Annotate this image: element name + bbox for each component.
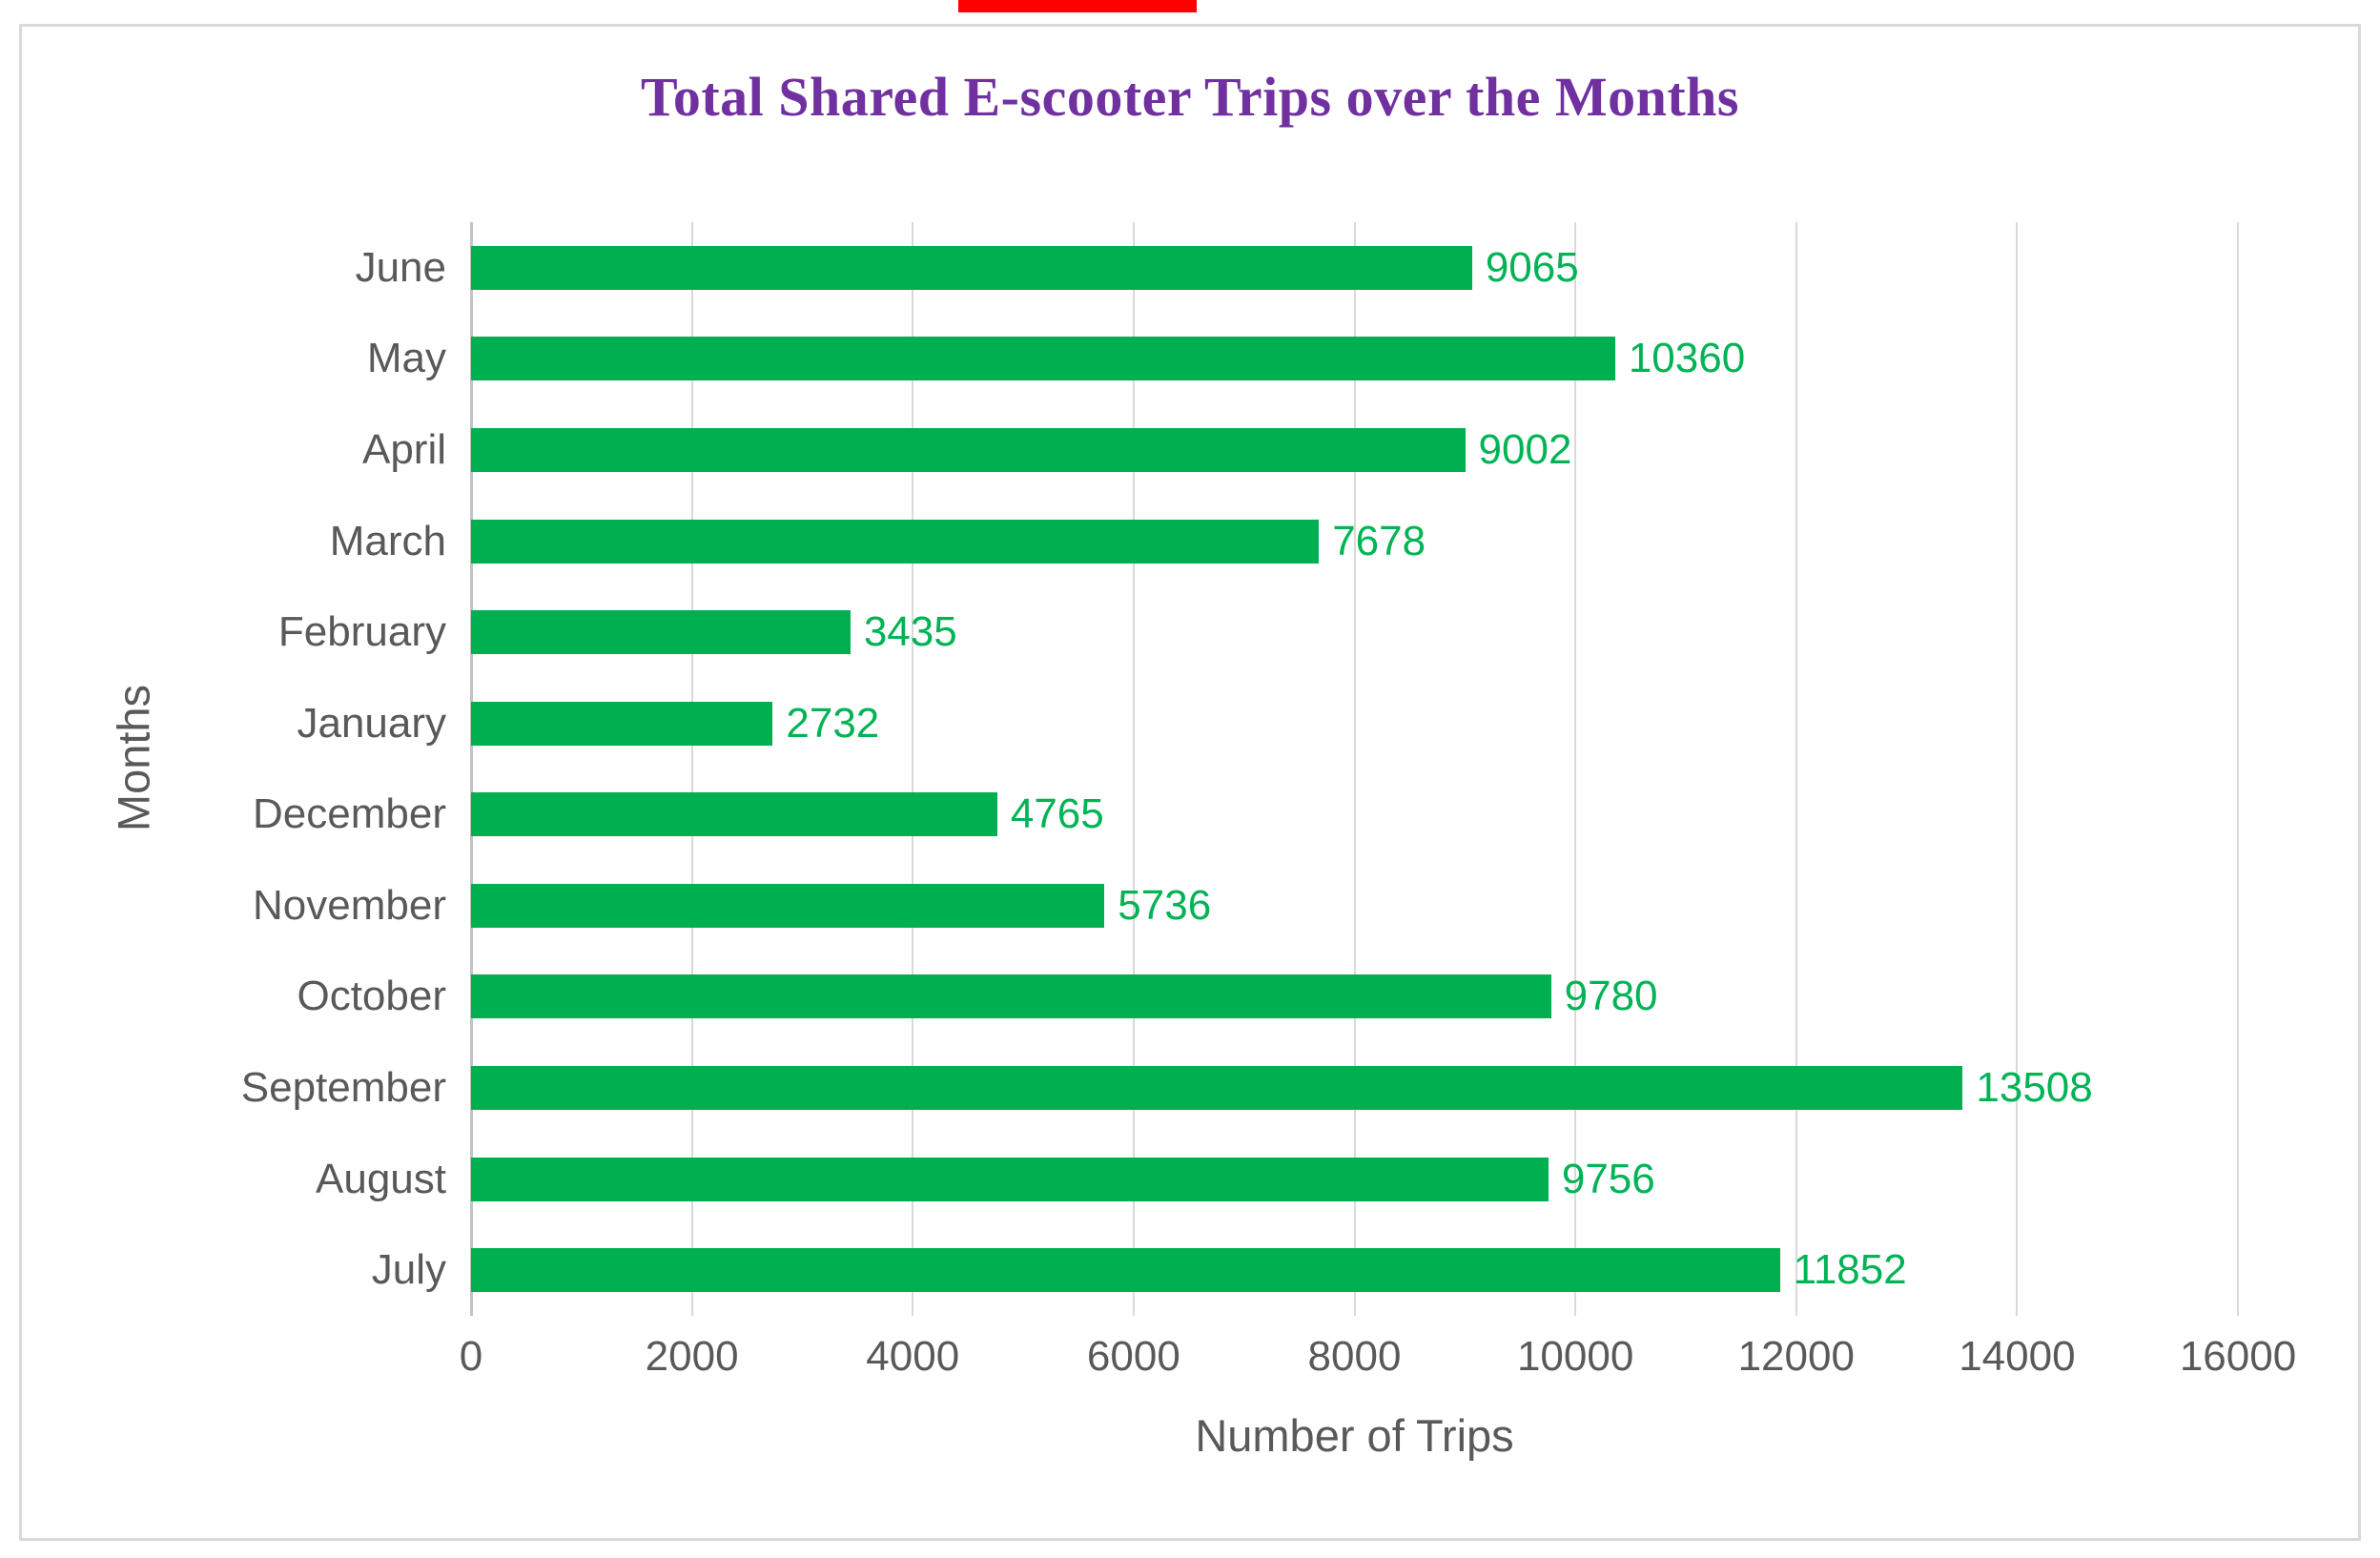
category-label: March — [329, 517, 446, 564]
bar — [471, 519, 1320, 564]
y-axis-title: Months — [108, 684, 159, 832]
category-label: January — [297, 699, 446, 747]
bar-row: February 3435 — [278, 586, 2238, 678]
gridline — [2016, 222, 2019, 1316]
bar-row: August 9756 — [316, 1134, 2238, 1225]
value-label: 9756 — [1561, 1155, 1655, 1202]
x-tick-label: 6000 — [1086, 1333, 1180, 1380]
bar-track: 5736 — [471, 881, 2238, 929]
bar-track: 9065 — [471, 243, 2238, 291]
bar-row: October 9780 — [297, 952, 2238, 1043]
bar-row: December 4765 — [253, 769, 2238, 860]
bar-row: January 2732 — [297, 678, 2238, 769]
value-label: 9065 — [1485, 243, 1579, 291]
category-label: June — [355, 243, 446, 291]
value-label: 10360 — [1628, 335, 1746, 382]
bar-track: 9780 — [471, 973, 2238, 1020]
bar-row: April 9002 — [362, 404, 2238, 496]
bar — [471, 337, 1615, 381]
plot-area: June 9065 May 10360 April 9002 March 7678 Februa… — [241, 222, 2239, 1316]
bar-row: June 9065 — [356, 222, 2238, 314]
x-axis-title: Number of Trips — [1195, 1410, 1514, 1461]
x-tick-label: 16000 — [2179, 1333, 2297, 1380]
category-label: August — [316, 1155, 446, 1202]
x-tick-label: 14000 — [1959, 1333, 2076, 1380]
category-label: December — [253, 790, 446, 838]
value-label: 9780 — [1564, 973, 1658, 1020]
category-label: November — [253, 881, 446, 929]
bar — [471, 1248, 1780, 1293]
gridlines — [470, 222, 2239, 1316]
bar-track: 11852 — [471, 1246, 2238, 1294]
value-label: 4765 — [1010, 790, 1104, 838]
bar-track: 2732 — [471, 699, 2238, 747]
chart-frame — [19, 24, 2361, 1541]
bar — [471, 245, 1472, 290]
gridline — [912, 222, 914, 1316]
value-label: 2732 — [786, 699, 880, 747]
bar-track: 4765 — [471, 790, 2238, 838]
gridline — [2237, 222, 2239, 1316]
category-label: October — [297, 973, 446, 1020]
category-label: February — [277, 608, 446, 656]
value-label: 3435 — [863, 608, 957, 656]
bar-row: September 13508 — [241, 1042, 2238, 1134]
category-label: July — [371, 1246, 446, 1294]
bar — [471, 1157, 1549, 1201]
x-tick-label: 10000 — [1516, 1333, 1634, 1380]
gridline — [1795, 222, 1797, 1316]
bar-track: 9002 — [471, 425, 2238, 473]
gridline — [1574, 222, 1577, 1316]
x-axis-tick-labels: 0 2000 4000 6000 8000 10000 12000 14000 16000 — [460, 1333, 2296, 1390]
x-tick-label: 2000 — [645, 1333, 739, 1380]
category-label: September — [240, 1063, 446, 1111]
value-label: 7678 — [1332, 517, 1426, 564]
value-label: 11852 — [1793, 1246, 1907, 1294]
gridline — [1353, 222, 1356, 1316]
bar-row: November 5736 — [253, 860, 2238, 952]
bar — [471, 610, 851, 655]
bar-track: 9756 — [471, 1155, 2238, 1202]
y-axis-line — [470, 222, 473, 1316]
category-label: April — [361, 425, 446, 473]
bar-track: 3435 — [471, 608, 2238, 656]
bar — [471, 974, 1551, 1019]
bar — [471, 701, 773, 746]
chart-title: Total Shared E-scooter Trips over the Mo… — [641, 66, 1739, 128]
x-tick-label: 12000 — [1737, 1333, 1855, 1380]
bar — [471, 883, 1105, 928]
category-label: May — [366, 335, 446, 382]
bar-rows: June 9065 May 10360 April 9002 March 7678 Februa… — [241, 222, 2238, 1316]
bar-row: March 7678 — [330, 496, 2238, 587]
x-tick-label: 8000 — [1307, 1333, 1402, 1380]
gridline — [1132, 222, 1135, 1316]
x-tick-label: 4000 — [866, 1333, 960, 1380]
bar-track: 7678 — [471, 517, 2238, 564]
value-label: 5736 — [1118, 881, 1212, 929]
bar-track: 13508 — [471, 1063, 2238, 1111]
bar — [471, 1065, 1963, 1110]
bar — [471, 427, 1466, 472]
x-tick-label: 0 — [459, 1333, 483, 1380]
value-label: 9002 — [1478, 425, 1572, 473]
bar-row: July 11852 — [372, 1224, 2238, 1316]
bar-row: May 10360 — [367, 314, 2238, 405]
bar-track: 10360 — [471, 335, 2238, 382]
value-label: 13508 — [1976, 1063, 2093, 1111]
red-artifact-strip — [958, 0, 1197, 12]
gridline — [690, 222, 693, 1316]
bar — [471, 792, 997, 837]
